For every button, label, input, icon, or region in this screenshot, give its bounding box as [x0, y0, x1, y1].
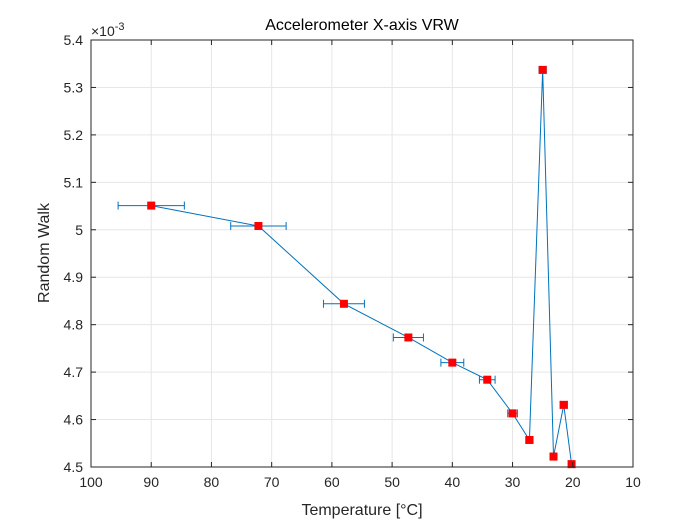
y-tick-label: 4.7 — [64, 364, 84, 380]
data-point — [559, 400, 568, 409]
y-exponent-label: ×10-3 — [91, 21, 125, 39]
data-point — [508, 409, 517, 418]
grid — [90, 39, 634, 468]
x-tick-label: 60 — [324, 474, 340, 490]
y-tick-label: 4.6 — [64, 412, 84, 428]
series-layer — [117, 65, 576, 469]
x-tick-label: 100 — [79, 474, 103, 490]
data-point — [538, 65, 547, 74]
y-tick-label: 5.1 — [64, 174, 84, 190]
data-point — [483, 375, 492, 384]
y-axis-title: Random Walk — [36, 202, 53, 303]
y-tick-label: 5.2 — [64, 127, 84, 143]
data-point — [404, 333, 413, 342]
x-tick-label: 20 — [565, 474, 581, 490]
data-point — [549, 452, 558, 461]
y-exponent-base: ×10 — [91, 23, 115, 39]
x-tick-label: 50 — [384, 474, 400, 490]
plot-area — [91, 40, 633, 467]
axis-ticks — [90, 39, 634, 468]
y-tick-label: 4.9 — [64, 269, 84, 285]
y-tick-label: 5.3 — [64, 79, 84, 95]
y-tick-label: 5 — [75, 222, 83, 238]
data-point — [147, 201, 156, 210]
y-tick-label: 5.4 — [64, 32, 84, 48]
y-tick-label: 4.8 — [64, 317, 84, 333]
x-tick-label: 30 — [505, 474, 521, 490]
data-point — [254, 221, 263, 230]
x-axis-title: Temperature [°C] — [301, 502, 422, 519]
x-tick-label: 10 — [625, 474, 641, 490]
data-point — [339, 299, 348, 308]
y-tick-label: 4.5 — [64, 459, 84, 475]
data-point — [525, 435, 534, 444]
x-tick-label: 90 — [143, 474, 159, 490]
series-line — [151, 69, 573, 465]
data-point — [448, 358, 457, 367]
plot-frame — [90, 39, 634, 468]
data-point — [567, 460, 576, 469]
x-tick-label: 80 — [204, 474, 220, 490]
x-tick-label: 70 — [264, 474, 280, 490]
x-tick-label: 40 — [445, 474, 461, 490]
tick-labels: 100 90 80 70 60 50 40 30 20 10 4.5 4.6 4.7 4.8 4.9 5 5.1… — [64, 32, 641, 490]
chart-title: Accelerometer X-axis VRW — [265, 17, 459, 34]
y-exponent-power: -3 — [115, 21, 125, 33]
